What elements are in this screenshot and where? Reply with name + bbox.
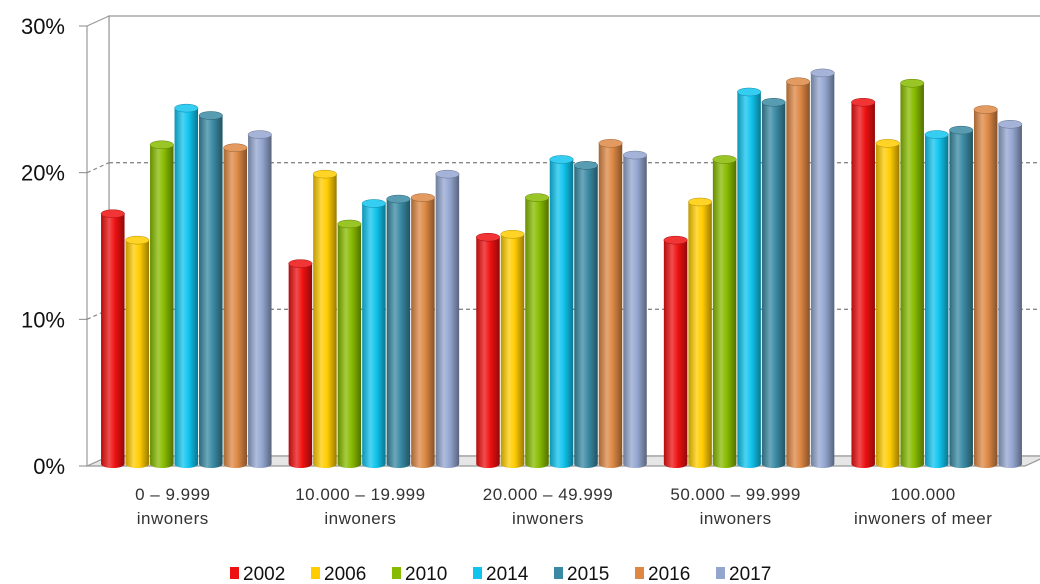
x-category-label: inwoners [137,509,209,528]
x-category-label: 100.000 [891,485,956,504]
legend-item-2014: 2014 [473,564,529,584]
bar-2017-cat-1 [247,130,272,468]
x-axis-labels: 0 – 9.999 inwoners 10.000 – 19.999 inwoners… [135,485,992,528]
legend-swatch [392,567,401,579]
bar-2016-cat-2 [410,193,435,468]
bar-2006-cat-5 [875,139,900,469]
legend-swatch [473,567,482,579]
bar-2002-cat-5 [851,98,876,469]
legend-label: 2002 [243,564,285,584]
bar-2016-cat-3 [598,139,623,468]
x-category-label: 20.000 – 49.999 [483,485,613,504]
legend-label: 2017 [729,564,771,584]
y-tick-label: 20% [21,161,65,186]
bar-2010-cat-4 [712,155,737,468]
x-category-label: 0 – 9.999 [135,485,210,504]
bar-2014-cat-1 [174,103,199,468]
bar-2010-cat-3 [525,193,549,468]
legend-label: 2016 [648,564,690,584]
bar-2014-cat-2 [361,199,386,468]
legend: 2002 2006 2010 2014 2015 2016 2017 [230,564,771,584]
bar-2006-cat-2 [312,169,337,468]
legend-swatch [716,567,725,579]
bar-2010-cat-1 [149,140,174,469]
bar-2006-cat-1 [125,235,150,468]
x-category-label: inwoners of meer [854,509,992,528]
bar-2014-cat-4 [737,87,762,468]
bar-2006-cat-3 [500,230,525,468]
bar-2015-cat-4 [761,98,786,469]
legend-label: 2015 [567,564,609,584]
bar-2010-cat-2 [337,219,362,468]
legend-swatch [311,567,320,579]
bar-2017-cat-3 [623,150,647,469]
bars [100,68,1023,469]
y-tick-label: 0% [33,454,65,479]
legend-item-2016: 2016 [635,564,690,584]
bar-2010-cat-5 [900,78,925,468]
bar-2017-cat-5 [998,120,1023,469]
legend-label: 2014 [486,564,529,584]
x-category-label: 50.000 – 99.999 [670,485,800,504]
bar-2006-cat-4 [688,197,713,468]
bar-2016-cat-1 [223,143,248,468]
x-category-label: 10.000 – 19.999 [295,485,425,504]
y-tick-label: 30% [21,14,65,39]
bar-2002-cat-4 [663,235,688,468]
x-category-label: inwoners [324,509,396,528]
legend-swatch [554,567,563,579]
bar-2014-cat-5 [924,130,949,469]
legend-item-2015: 2015 [554,564,609,584]
bar-2002-cat-2 [288,259,313,468]
bar-2015-cat-1 [198,111,223,468]
bar-2015-cat-5 [949,125,974,468]
legend-label: 2006 [324,564,366,584]
bar-2017-cat-2 [435,169,460,468]
bar-2017-cat-4 [810,68,835,468]
legend-item-2006: 2006 [311,564,366,584]
legend-item-2017: 2017 [716,564,771,584]
y-axis-labels: 0% 10% 20% 30% [21,14,87,479]
x-category-label: inwoners [512,509,584,528]
legend-item-2010: 2010 [392,564,447,584]
legend-swatch [230,567,239,579]
legend-item-2002: 2002 [230,564,285,584]
bar-2015-cat-2 [386,194,411,469]
bar-2002-cat-3 [476,232,500,468]
legend-swatch [635,567,644,579]
bar-2014-cat-3 [549,155,574,468]
bar-2016-cat-4 [786,77,811,468]
bar-2015-cat-3 [574,161,598,469]
bar-2002-cat-1 [100,209,125,468]
bar-2016-cat-5 [973,105,998,468]
y-tick-label: 10% [21,307,65,332]
legend-label: 2010 [405,564,447,584]
x-category-label: inwoners [700,509,772,528]
